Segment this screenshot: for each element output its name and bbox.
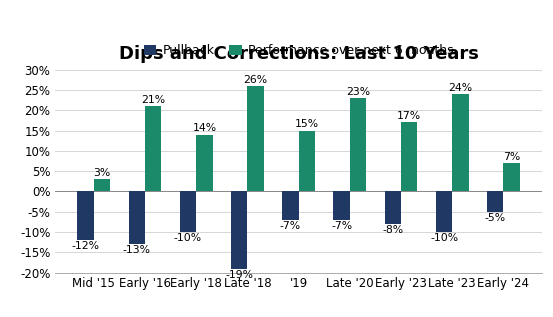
Text: 23%: 23%	[346, 87, 370, 97]
Text: 15%: 15%	[295, 120, 319, 129]
Text: 17%: 17%	[397, 111, 421, 121]
Bar	[503, 163, 520, 191]
Bar	[94, 179, 110, 191]
Bar	[231, 191, 247, 268]
Bar	[247, 86, 264, 191]
Text: 21%: 21%	[141, 95, 165, 105]
Text: -10%: -10%	[430, 233, 458, 243]
Text: 26%: 26%	[243, 75, 268, 85]
Bar	[180, 191, 196, 232]
Bar	[129, 191, 145, 244]
Text: 24%: 24%	[448, 83, 472, 93]
Bar	[487, 191, 503, 212]
Text: -7%: -7%	[331, 221, 352, 231]
Bar	[333, 191, 350, 220]
Bar	[436, 191, 452, 232]
Text: -12%: -12%	[71, 241, 100, 251]
Bar	[145, 106, 161, 191]
Bar	[401, 122, 418, 191]
Text: -13%: -13%	[123, 245, 151, 256]
Bar	[350, 98, 366, 191]
Bar	[77, 191, 94, 240]
Text: -10%: -10%	[174, 233, 202, 243]
Bar	[299, 131, 315, 191]
Bar	[385, 191, 401, 224]
Bar	[282, 191, 299, 220]
Text: 14%: 14%	[192, 123, 216, 133]
Bar	[196, 135, 212, 191]
Text: 7%: 7%	[503, 152, 520, 162]
Text: -5%: -5%	[484, 213, 506, 223]
Text: -7%: -7%	[280, 221, 301, 231]
Title: Dips and Corrections: Last 10 Years: Dips and Corrections: Last 10 Years	[119, 45, 478, 63]
Legend: Pullback, Performance over next 6 months: Pullback, Performance over next 6 months	[139, 40, 458, 62]
Text: -8%: -8%	[382, 225, 403, 235]
Text: -19%: -19%	[225, 270, 253, 280]
Text: 3%: 3%	[93, 168, 111, 178]
Bar	[452, 94, 468, 191]
